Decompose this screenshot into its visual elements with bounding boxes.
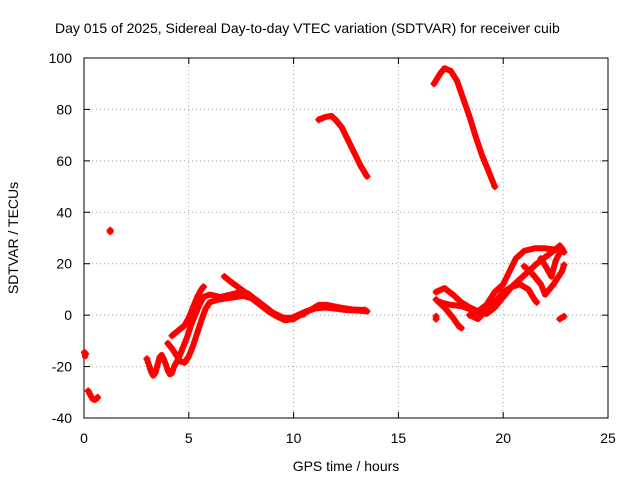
- x-tick-label: 10: [286, 430, 302, 446]
- data-point-marker: [363, 172, 371, 180]
- data-point-marker: [300, 310, 308, 318]
- axis-ticks: 0 5 10 15 20 25 -40 -20 0 20 40 60 80 100: [49, 50, 616, 446]
- data-point-marker: [94, 393, 102, 401]
- trace-band: [221, 273, 308, 321]
- trace-band: [315, 112, 370, 180]
- trace-band: [164, 292, 368, 366]
- y-axis-label: SDTVAR / TECUs: [5, 182, 21, 294]
- data-point-marker: [556, 315, 564, 323]
- trace-band: [431, 65, 498, 190]
- data-point-marker: [199, 283, 207, 291]
- trace-late-arc-a: [432, 312, 440, 323]
- grid-lines: [84, 58, 608, 418]
- data-point-marker: [430, 80, 438, 88]
- trace-band: [85, 388, 101, 403]
- data-point-marker: [82, 350, 90, 358]
- y-tick-label: -40: [52, 410, 72, 426]
- data-point-marker: [168, 332, 176, 340]
- y-tick-label: 60: [56, 153, 72, 169]
- data-point-marker: [533, 298, 541, 306]
- data-point-marker: [436, 298, 444, 306]
- plot-frame: [83, 57, 609, 419]
- data-point-marker: [432, 296, 440, 304]
- trace-band: [169, 283, 207, 339]
- x-tick-label: 0: [80, 430, 88, 446]
- x-tick-label: 5: [185, 430, 193, 446]
- data-point-marker: [520, 262, 528, 270]
- trace-arc-c: [168, 283, 207, 340]
- data-point-marker: [466, 311, 474, 319]
- trace-band: [537, 245, 567, 280]
- y-tick-label: 80: [56, 101, 72, 117]
- data-point-marker: [220, 273, 228, 281]
- trace-band: [466, 281, 540, 322]
- data-point-marker: [143, 355, 151, 363]
- y-tick-label: 0: [64, 307, 72, 323]
- y-tick-label: 100: [49, 50, 73, 66]
- trace-high-arc-1: [315, 112, 371, 180]
- data-point-marker: [432, 288, 440, 296]
- data-point-marker: [537, 255, 545, 263]
- x-tick-label: 25: [600, 430, 616, 446]
- data-point-marker: [457, 324, 465, 332]
- data-point-marker: [106, 228, 114, 236]
- trace-isolated-early-2: [84, 387, 102, 403]
- trace-arc-b: [164, 292, 369, 366]
- x-axis-label: GPS time / hours: [293, 458, 400, 474]
- trace-late-arc-f: [520, 261, 568, 298]
- trace-band: [433, 245, 565, 315]
- trace-late-arc-e: [466, 281, 541, 322]
- y-tick-label: -20: [52, 359, 72, 375]
- data-point-marker: [560, 261, 568, 269]
- data-point-marker: [560, 248, 568, 256]
- data-point-marker: [361, 306, 369, 314]
- data-point-marker: [315, 116, 323, 124]
- trace-high-arc-2: [430, 65, 499, 191]
- trace-isolated-early-1: [80, 348, 90, 360]
- trace-isolated-point: [106, 226, 114, 236]
- trace-late-arc-d: [436, 242, 564, 317]
- data-points: [80, 65, 568, 403]
- y-tick-label: 20: [56, 256, 72, 272]
- trace-late-arc-g: [537, 245, 568, 280]
- data-point-marker: [491, 183, 499, 191]
- trace-late-points: [556, 312, 568, 323]
- data-point-marker: [164, 339, 172, 347]
- data-point-marker: [80, 348, 88, 356]
- chart-title: Day 015 of 2025, Sidereal Day-to-day VTE…: [55, 20, 560, 36]
- trace-arc-d: [220, 273, 308, 321]
- x-tick-label: 20: [495, 430, 511, 446]
- data-point-marker: [84, 387, 92, 395]
- x-tick-label: 15: [391, 430, 407, 446]
- trace-band: [521, 262, 567, 298]
- data-point-marker: [560, 312, 568, 320]
- data-point-marker: [432, 312, 440, 320]
- y-tick-label: 40: [56, 204, 72, 220]
